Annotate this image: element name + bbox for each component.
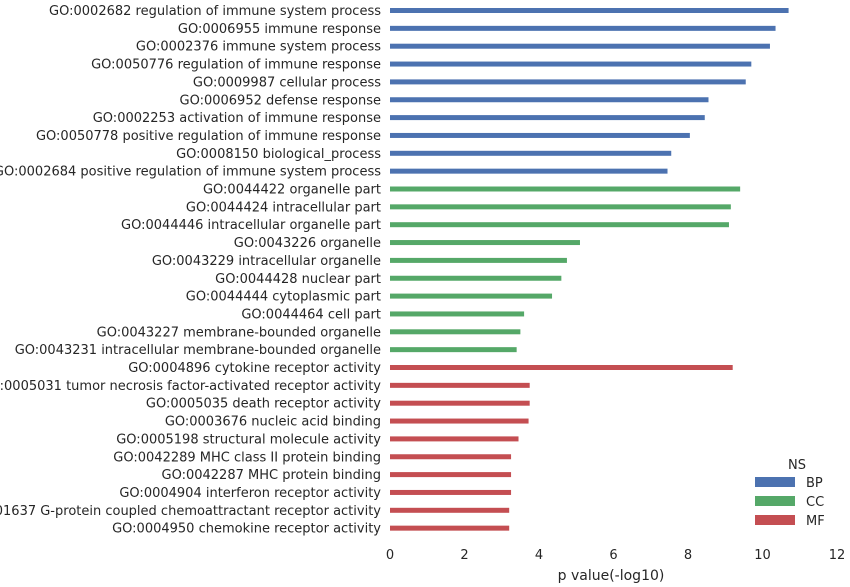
category-label: GO:0050776 regulation of immune response bbox=[91, 58, 381, 73]
legend-swatch-cc bbox=[755, 496, 795, 506]
category-label: GO:0043227 membrane-bounded organelle bbox=[97, 325, 381, 340]
bar-bp bbox=[390, 61, 752, 67]
bar-cc bbox=[390, 311, 525, 317]
category-label: GO:0044428 nuclear part bbox=[215, 272, 381, 287]
bar-bp bbox=[390, 79, 746, 85]
category-label: GO:0044464 cell part bbox=[241, 307, 381, 322]
category-label: GO:0043231 intracellular membrane-bounde… bbox=[15, 343, 381, 358]
bar-mf bbox=[390, 454, 512, 460]
x-axis-label: p value(-log10) bbox=[558, 568, 665, 584]
bar-bp bbox=[390, 97, 709, 103]
category-labels: GO:0002682 regulation of immune system p… bbox=[0, 4, 381, 537]
category-label: GO:0043229 intracellular organelle bbox=[152, 254, 381, 269]
category-label: GO:0004950 chemokine receptor activity bbox=[112, 522, 381, 537]
category-label: GO:0002684 positive regulation of immune… bbox=[0, 165, 381, 180]
legend-swatch-bp bbox=[755, 477, 795, 487]
category-label: GO:0009987 cellular process bbox=[193, 75, 381, 90]
bar-cc bbox=[390, 293, 553, 299]
bar-cc bbox=[390, 329, 521, 335]
category-label: GO:0005035 death receptor activity bbox=[146, 397, 381, 412]
bar-mf bbox=[390, 525, 510, 531]
bar-cc bbox=[390, 275, 562, 281]
category-label: GO:0002253 activation of immune response bbox=[93, 111, 381, 126]
category-label: GO:0002376 immune system process bbox=[136, 40, 381, 55]
category-label: GO:0042289 MHC class II protein binding bbox=[113, 450, 381, 465]
category-label: GO:0003676 nucleic acid binding bbox=[165, 415, 381, 430]
x-tick-label: 6 bbox=[609, 548, 617, 563]
category-label: GO:0044444 cytoplasmic part bbox=[186, 290, 381, 305]
bar-mf bbox=[390, 400, 530, 406]
category-label: GO:0005031 tumor necrosis factor-activat… bbox=[0, 379, 381, 394]
bar-bp bbox=[390, 8, 789, 13]
bar-cc bbox=[390, 204, 731, 210]
bar-mf bbox=[390, 472, 512, 478]
legend-label-bp: BP bbox=[806, 476, 823, 491]
category-label: GO:0002682 regulation of immune system p… bbox=[49, 4, 381, 19]
bar-cc bbox=[390, 347, 517, 353]
bar-mf bbox=[390, 507, 510, 513]
category-label: GO:0004904 interferon receptor activity bbox=[119, 486, 381, 501]
bar-mf bbox=[390, 382, 530, 388]
category-label: GO:0005198 structural molecule activity bbox=[116, 432, 381, 447]
category-label: GO:0044424 intracellular part bbox=[186, 200, 381, 215]
bar-cc bbox=[390, 186, 741, 192]
category-label: GO:0004896 cytokine receptor activity bbox=[128, 361, 381, 376]
legend-title: NS bbox=[788, 458, 806, 473]
x-tick-label: 10 bbox=[754, 548, 771, 563]
category-label: GO:0044446 intracellular organelle part bbox=[121, 218, 381, 233]
bar-bp bbox=[390, 168, 668, 174]
category-label: GO:0006952 defense response bbox=[180, 93, 382, 108]
x-axis-ticks: 0 2 4 6 8 10 12 bbox=[386, 548, 845, 563]
category-label: GO:0042287 MHC protein binding bbox=[162, 468, 382, 483]
bar-bp bbox=[390, 132, 690, 138]
bar-mf bbox=[390, 489, 512, 495]
bar-bp bbox=[390, 43, 770, 49]
bar-cc bbox=[390, 257, 567, 263]
legend-swatch-mf bbox=[755, 515, 795, 525]
legend-label-cc: CC bbox=[806, 495, 824, 510]
legend-label-mf: MF bbox=[806, 514, 825, 529]
legend: NS BP CC MF bbox=[755, 458, 825, 529]
bar-mf bbox=[390, 436, 519, 442]
bar-cc bbox=[390, 222, 729, 228]
x-tick-label: 12 bbox=[829, 548, 846, 563]
bar-mf bbox=[390, 365, 733, 370]
x-tick-label: 4 bbox=[535, 548, 543, 563]
bar-cc bbox=[390, 240, 580, 246]
x-tick-label: 0 bbox=[386, 548, 394, 563]
bar-bp bbox=[390, 150, 672, 156]
category-label: GO:0044422 organelle part bbox=[203, 183, 381, 198]
x-tick-label: 8 bbox=[684, 548, 692, 563]
category-label: GO:0043226 organelle bbox=[234, 236, 381, 251]
bars-layer bbox=[390, 8, 789, 531]
category-label: GO:0008150 biological_process bbox=[176, 147, 381, 162]
bar-bp bbox=[390, 25, 776, 31]
x-tick-label: 2 bbox=[460, 548, 468, 563]
category-label: GO:0006955 immune response bbox=[178, 22, 381, 37]
bar-mf bbox=[390, 418, 529, 424]
bar-bp bbox=[390, 115, 705, 121]
category-label: GO:0001637 G-protein coupled chemoattrac… bbox=[0, 504, 381, 519]
category-label: GO:0050778 positive regulation of immune… bbox=[36, 129, 381, 144]
